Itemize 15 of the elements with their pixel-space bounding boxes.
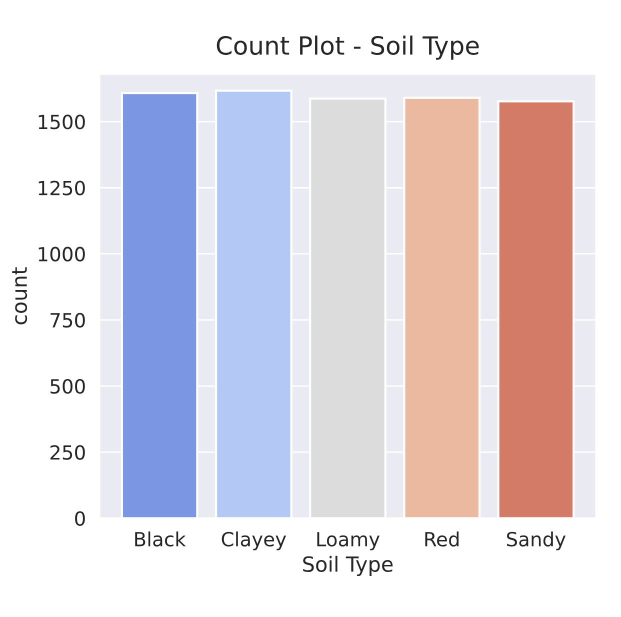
y-tick-label: 750 [50,312,85,328]
y-tick-label: 250 [50,445,85,460]
x-tick-label: Loamy [317,532,380,550]
x-tick-label: Black [135,531,186,547]
y-tick-label: 1500 [38,114,85,130]
y-axis-title: count [12,267,28,324]
y-tick-label: 500 [50,379,85,394]
x-tick-label: Clayey [222,531,286,550]
x-axis-title: Soil Type [303,556,393,576]
y-tick-label: 0 [75,511,85,526]
y-tick-label: 1250 [38,180,85,196]
x-tick-label: Red [425,531,459,547]
chart-title: Count Plot - Soil Type [216,36,479,60]
y-tick-label: 1000 [38,246,85,262]
x-tick-label: Sandy [507,531,566,550]
